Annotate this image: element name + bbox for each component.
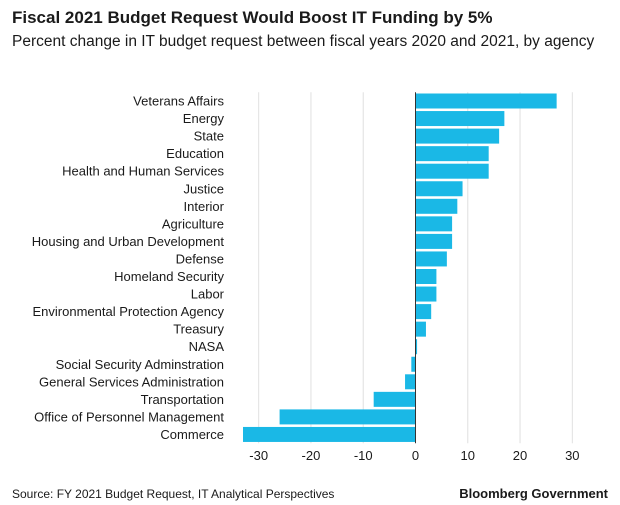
bar — [415, 286, 437, 302]
chart-subtitle: Percent change in IT budget request betw… — [12, 33, 595, 50]
category-label: Transportation — [141, 392, 224, 407]
category-label: State — [194, 129, 224, 144]
bar — [415, 216, 453, 232]
bar — [415, 233, 453, 249]
bar — [415, 111, 505, 127]
category-label: Environmental Protection Agency — [33, 304, 225, 319]
x-tick-label: -10 — [354, 448, 373, 463]
bar — [415, 339, 418, 355]
category-label: Justice — [184, 181, 224, 196]
category-label: Commerce — [160, 427, 224, 442]
bar — [415, 304, 432, 320]
x-axis: -30 -20 -10 0 10 20 30 — [249, 448, 579, 463]
bar — [415, 93, 557, 109]
bar — [415, 321, 426, 337]
bar — [415, 251, 447, 267]
x-tick-label: 30 — [565, 448, 579, 463]
bar-series — [243, 93, 557, 442]
category-label: Housing and Urban Development — [32, 234, 225, 249]
chart-title: Fiscal 2021 Budget Request Would Boost I… — [12, 8, 493, 27]
bar — [243, 426, 416, 442]
category-label: Energy — [183, 111, 225, 126]
brand-logo-text: Bloomberg Government — [459, 486, 608, 501]
bar — [415, 128, 500, 144]
category-label: Labor — [191, 287, 225, 302]
category-label: Social Security Adminstration — [56, 357, 224, 372]
bar — [373, 391, 416, 407]
category-label: General Services Administration — [39, 374, 224, 389]
bar — [405, 374, 416, 390]
bar — [411, 356, 416, 372]
category-label: NASA — [189, 339, 225, 354]
category-label: Health and Human Services — [62, 164, 224, 179]
source-note: Source: FY 2021 Budget Request, IT Analy… — [12, 487, 335, 501]
category-label: Education — [166, 146, 224, 161]
bar — [415, 163, 489, 179]
category-label: Office of Personnel Management — [34, 409, 224, 424]
bar — [279, 409, 416, 425]
category-label: Agriculture — [162, 216, 224, 231]
x-tick-label: 10 — [461, 448, 475, 463]
category-label: Treasury — [173, 322, 224, 337]
x-tick-label: -20 — [302, 448, 321, 463]
category-label: Homeland Security — [114, 269, 224, 284]
bar — [415, 198, 458, 214]
category-label: Interior — [184, 199, 225, 214]
x-tick-label: -30 — [249, 448, 268, 463]
category-labels: Veterans Affairs Energy State Education Heal… — [32, 94, 225, 442]
x-tick-label: 0 — [412, 448, 419, 463]
bar — [415, 269, 437, 284]
category-label: Veterans Affairs — [133, 94, 224, 109]
x-tick-label: 20 — [513, 448, 527, 463]
bar — [415, 181, 463, 197]
bar — [415, 146, 489, 162]
category-label: Defense — [176, 251, 224, 266]
